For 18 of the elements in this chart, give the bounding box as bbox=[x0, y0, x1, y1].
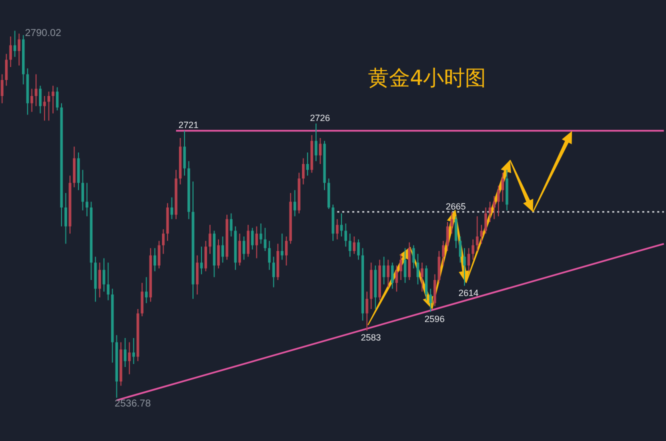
annotation: 2596 bbox=[424, 314, 445, 324]
annotation: 2614 bbox=[458, 288, 479, 298]
candlestick bbox=[488, 202, 492, 222]
candlestick bbox=[200, 246, 203, 274]
annotation: 2726 bbox=[310, 112, 330, 123]
candlestick bbox=[306, 152, 309, 176]
candlestick bbox=[463, 248, 466, 286]
candlestick bbox=[43, 96, 46, 121]
annotation: 2665 bbox=[446, 201, 466, 212]
annotation: 2583 bbox=[360, 332, 381, 343]
candlestick bbox=[52, 86, 54, 114]
annotation: 2536.78 bbox=[114, 398, 152, 410]
annotation: 2721 bbox=[178, 120, 199, 130]
candlestick bbox=[34, 74, 38, 106]
candlestick bbox=[480, 224, 483, 244]
text: 黄金4小时图 bbox=[368, 66, 486, 90]
candlestick bbox=[86, 182, 88, 216]
annotation: 2790.02 bbox=[25, 28, 62, 39]
